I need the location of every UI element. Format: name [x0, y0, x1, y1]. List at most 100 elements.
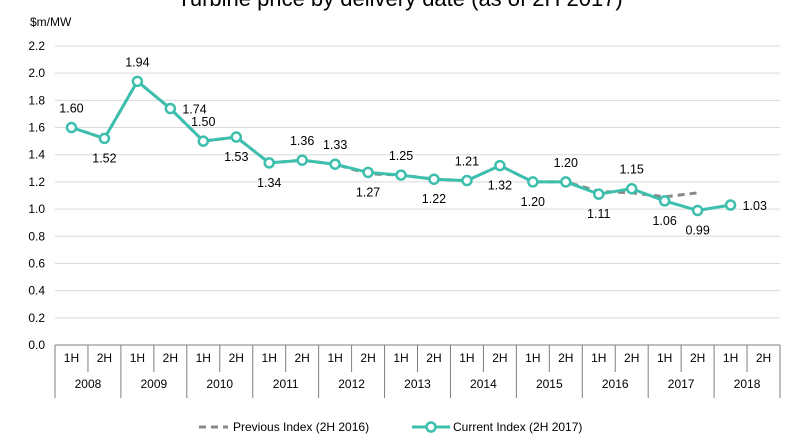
data-label: 1.74: [182, 103, 206, 117]
axes: 0.0 0.2 0.4 0.6 0.8 1.0 1.2 1.4 1.6 1.8 2.0 2.2 1H 2H…: [28, 39, 781, 398]
x-year-label: 2009: [141, 377, 168, 391]
data-label: 1.11: [587, 207, 610, 221]
x-half-label: 2H: [97, 351, 112, 365]
x-half-label: 1H: [130, 351, 145, 365]
x-half-label: 1H: [262, 351, 277, 365]
current-index-marker: [263, 157, 275, 169]
chart-title: Turbine price by delivery date (as of 2H…: [177, 0, 623, 11]
y-tick-label: 0.4: [28, 284, 45, 298]
current-index-marker: [329, 158, 341, 170]
legend-previous-label: Previous Index (2H 2016): [233, 420, 369, 434]
data-label: 1.50: [191, 115, 215, 129]
y-tick-label: 0.2: [28, 311, 45, 325]
y-tick-label: 1.0: [28, 202, 45, 216]
data-label: 1.22: [422, 192, 446, 206]
current-index-marker: [494, 159, 506, 172]
y-tick-label: 2.0: [28, 66, 45, 80]
data-label: 1.20: [521, 195, 545, 209]
current-index-marker: [65, 121, 78, 134]
current-index-marker: [164, 102, 177, 115]
data-label: 1.60: [59, 102, 83, 116]
previous-index-line: [71, 79, 698, 199]
legend-current-label: Current Index (2H 2017): [453, 420, 582, 434]
current-index-marker: [395, 169, 407, 181]
data-label: 1.94: [125, 55, 149, 69]
current-index-marker: [230, 131, 242, 143]
x-half-label: 2H: [294, 351, 309, 365]
y-tick-label: 2.2: [28, 39, 45, 53]
x-year-label: 2016: [602, 377, 629, 391]
data-labels: 1.60 1.52 1.94 1.741.50 1.53 1.34 1.36 1.33 1.27…: [59, 55, 767, 237]
data-label: 1.20: [554, 156, 578, 170]
x-year-label: 2010: [206, 377, 233, 391]
data-label: 1.21: [455, 155, 479, 169]
data-label: 1.06: [652, 214, 676, 228]
y-tick-label: 0.0: [28, 338, 45, 352]
y-tick-label: 1.4: [28, 148, 45, 162]
legend: Previous Index (2H 2016) Current Index (2…: [199, 420, 582, 434]
current-index-marker: [658, 195, 671, 207]
current-index-marker: [724, 199, 737, 211]
current-index-marker: [362, 166, 374, 179]
current-index-marker: [428, 173, 440, 185]
x-half-label: 2H: [558, 351, 573, 365]
x-half-label: 2H: [492, 351, 507, 365]
current-index-marker: [691, 204, 704, 217]
y-tick-label: 1.8: [28, 93, 45, 107]
x-half-label: 2H: [756, 351, 771, 365]
y-tick-label: 0.8: [28, 229, 45, 243]
x-half-label: 1H: [64, 351, 79, 365]
x-half-label: 2H: [163, 351, 178, 365]
x-half-label: 1H: [591, 351, 606, 365]
x-year-label: 2011: [273, 377, 299, 391]
series-lines: [65, 75, 737, 217]
data-label: 1.15: [620, 163, 644, 177]
current-index-marker: [625, 182, 638, 195]
x-half-label: 2H: [426, 351, 441, 365]
x-half-label: 1H: [657, 351, 672, 365]
x-year-label: 2012: [338, 377, 365, 391]
x-half-label: 2H: [360, 351, 375, 365]
current-index-marker: [461, 174, 473, 187]
x-year-label: 2014: [470, 377, 497, 391]
data-label: 1.52: [92, 151, 116, 165]
current-index-marker: [296, 154, 308, 166]
current-index-marker: [98, 132, 111, 145]
x-half-label: 1H: [327, 351, 342, 365]
y-tick-label: 0.6: [28, 256, 45, 270]
current-index-marker: [131, 75, 144, 88]
data-label: 1.03: [743, 199, 767, 213]
current-index-marker: [197, 135, 210, 147]
y-tick-label: 1.6: [28, 121, 45, 135]
x-half-label: 2H: [690, 351, 705, 365]
y-tick-label: 1.2: [28, 175, 45, 189]
grid-lines: [55, 45, 780, 319]
x-half-label: 1H: [196, 351, 211, 365]
x-year-label: 2015: [536, 377, 563, 391]
data-label: 0.99: [685, 223, 709, 237]
y-axis-unit-label: $m/MW: [30, 15, 72, 29]
current-index-marker: [593, 188, 605, 200]
data-label: 1.32: [488, 179, 512, 193]
x-year-label: 2017: [668, 377, 695, 391]
data-label: 1.33: [323, 138, 347, 152]
x-half-label: 1H: [393, 351, 408, 365]
x-half-label: 2H: [624, 351, 639, 365]
x-half-label: 1H: [525, 351, 540, 365]
data-label: 1.34: [257, 176, 281, 190]
data-label: 1.36: [290, 134, 314, 148]
x-year-label: 2013: [404, 377, 431, 391]
current-index-marker: [560, 176, 572, 188]
x-half-label: 1H: [723, 351, 738, 365]
data-label: 1.27: [356, 185, 380, 199]
data-label: 1.25: [389, 149, 413, 163]
x-half-label: 1H: [459, 351, 474, 365]
current-index-marker: [527, 176, 539, 188]
legend-current-marker: [425, 421, 437, 433]
x-year-label: 2018: [734, 377, 761, 391]
x-year-label: 2008: [75, 377, 102, 391]
data-label: 1.53: [224, 150, 248, 164]
x-half-label: 2H: [229, 351, 244, 365]
